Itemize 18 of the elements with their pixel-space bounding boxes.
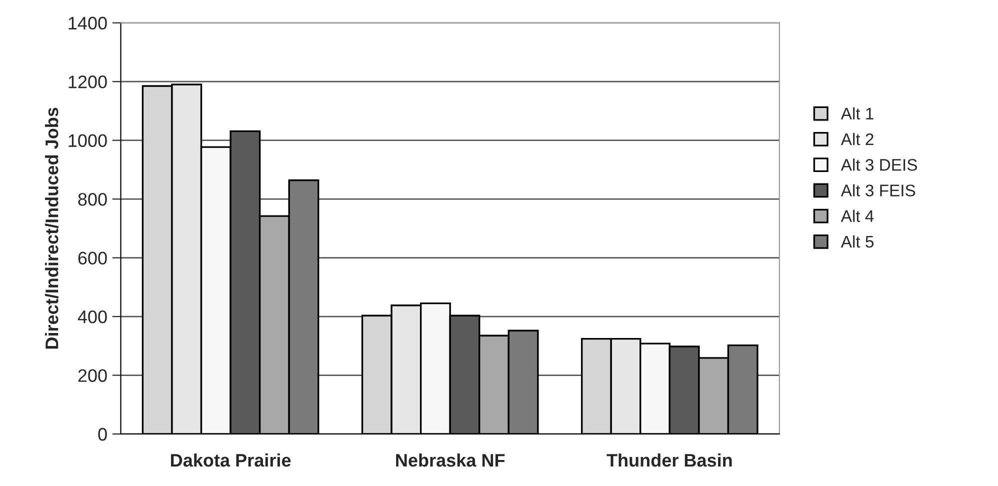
- legend-label: Alt 5: [840, 235, 874, 248]
- legend-label: Alt 3 DEIS: [840, 158, 917, 171]
- y-tick-label: 200: [78, 369, 107, 382]
- legend-label: Alt 1: [840, 107, 874, 120]
- y-tick-label: 1200: [68, 76, 107, 88]
- legend-label: Alt 2: [840, 132, 874, 146]
- y-tick-label: 1000: [68, 134, 107, 148]
- y-tick-label: 400: [78, 310, 107, 324]
- x-tick-label: Thunder Basin: [606, 453, 732, 467]
- y-axis-title: Direct/Indirect/Induced Jobs: [45, 108, 58, 349]
- y-tick-label: 600: [78, 252, 107, 265]
- x-tick-label: Dakota Prairie: [171, 453, 291, 467]
- legend-label: Alt 4: [840, 210, 874, 222]
- x-tick-label: Nebraska NF: [396, 453, 505, 467]
- y-tick-label: 800: [78, 192, 107, 206]
- legend-label: Alt 3 FEIS: [840, 184, 916, 196]
- y-tick-label: 1400: [68, 16, 107, 30]
- y-tick-label: 0: [98, 428, 107, 441]
